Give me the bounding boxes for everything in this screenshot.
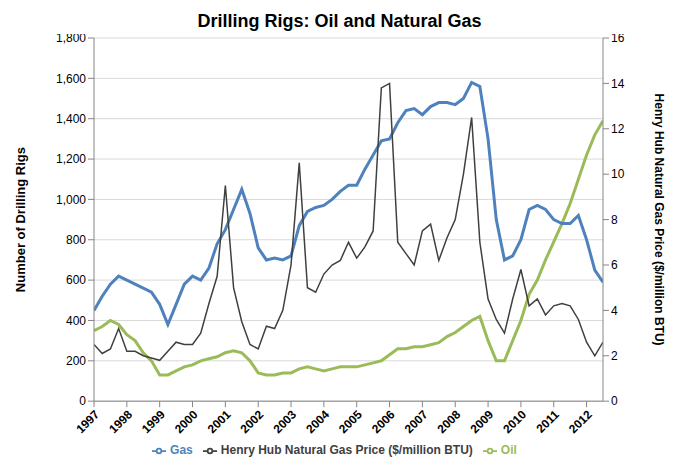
svg-text:2008: 2008 [435,407,464,436]
svg-text:14: 14 [611,77,625,91]
svg-text:1999: 1999 [139,407,168,436]
svg-text:1,800: 1,800 [56,34,86,45]
svg-text:800: 800 [66,233,86,247]
svg-text:2007: 2007 [402,407,431,436]
svg-text:600: 600 [66,273,86,287]
svg-text:1998: 1998 [106,407,135,436]
html-text:Drilling Rigs: Oil and Natural: Drilling Rigs: Oil and Natural Gas [197,11,482,31]
svg-text:0: 0 [79,394,86,408]
svg-text:400: 400 [66,314,86,328]
svg-text:200: 200 [66,354,86,368]
svg-text:4: 4 [611,304,618,318]
svg-text:2002: 2002 [238,407,267,436]
svg-text:2003: 2003 [270,407,299,436]
svg-text:12: 12 [611,122,625,136]
svg-text:2006: 2006 [369,407,398,436]
html-text:Gas: Gas [170,443,193,458]
svg-text:1,600: 1,600 [56,72,86,86]
svg-text:8: 8 [611,213,618,227]
svg-text:16: 16 [611,34,625,45]
svg-text:6: 6 [611,258,618,272]
svg-text:1,400: 1,400 [56,112,86,126]
html-text:Oil: Oil [500,443,517,458]
svg-text:Number of Drilling Rigs: Number of Drilling Rigs [13,147,28,292]
svg-text:2010: 2010 [500,407,529,436]
html-text:Henry Hub Natural Gas Price ($: Henry Hub Natural Gas Price ($/million B… [220,443,473,458]
svg-text:Henry Hub Natural Gas Price ($: Henry Hub Natural Gas Price ($/million B… [652,94,666,346]
svg-text:1,200: 1,200 [56,152,86,166]
svg-text:2000: 2000 [172,407,201,436]
svg-text:2004: 2004 [303,407,332,436]
svg-text:2: 2 [611,349,618,363]
svg-text:1,000: 1,000 [56,193,86,207]
svg-text:1997: 1997 [73,407,102,436]
svg-text:2001: 2001 [205,407,234,436]
svg-text:0: 0 [611,394,618,408]
svg-text:10: 10 [611,167,625,181]
svg-text:2009: 2009 [467,407,496,436]
svg-text:2012: 2012 [566,407,595,436]
svg-text:2005: 2005 [336,407,365,436]
svg-text:2011: 2011 [534,407,563,436]
